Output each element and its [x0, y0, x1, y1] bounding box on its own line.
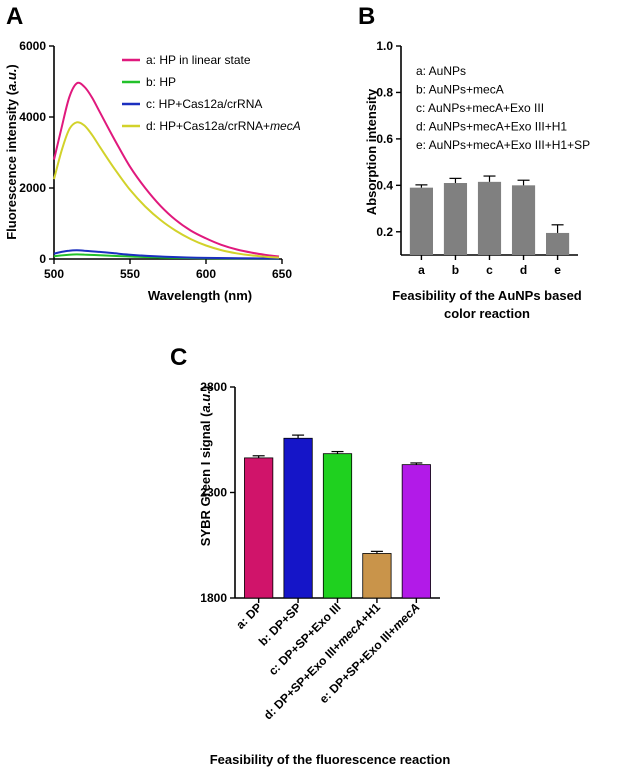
panel-a-x-axis-label: Wavelength (nm)	[148, 288, 252, 303]
panel-c-y-label-main: SYBR Green I signal (	[198, 412, 213, 546]
panel-label-b: B	[358, 3, 375, 30]
panel-a-series-line-c	[53, 249, 280, 260]
panel-c-bar-d	[362, 553, 392, 599]
panel-b-x-axis-label-line1: Feasibility of the AuNPs based	[392, 288, 582, 303]
panel-a-legend-label: c: HP+Cas12a/crRNA	[146, 97, 262, 111]
panel-b-x-tick-label: a	[418, 263, 425, 277]
panel-label-a: A	[6, 3, 23, 30]
panel-c-y-tick-label: 2800	[200, 380, 227, 394]
panel-label-c: C	[170, 344, 187, 371]
panel-a-x-tick-label: 550	[120, 267, 140, 281]
panel-c-bar-c	[322, 453, 353, 599]
panel-b-bar-e	[546, 232, 570, 255]
panel-b-x-tick-label: c	[486, 263, 493, 277]
panel-b-x-tick-label: d	[520, 263, 527, 277]
panel-a-y-tick-label: 6000	[19, 39, 46, 53]
panel-c-y-tick-label: 1800	[200, 591, 227, 605]
panel-c-y-label-close: )	[198, 386, 213, 390]
panel-b-y-tick-label: 0.2	[376, 225, 393, 239]
panel-a-y-tick-label: 0	[39, 252, 46, 266]
panel-b-bar-b	[443, 183, 468, 255]
panel-a-legend-label: d: HP+Cas12a/crRNA+mecA	[146, 119, 301, 133]
panel-b-legend-entry: a: AuNPs	[416, 64, 466, 78]
panel-b-bar-c	[477, 181, 502, 255]
panel-b-x-axis-label-line2: color reaction	[444, 306, 530, 321]
panel-c-x-label-text: a: DP	[233, 600, 265, 632]
panel-c-bar-chart: SYBR Green I signal (a.u.) Feasibility o…	[198, 380, 450, 767]
panel-c-x-tick-label: a: DP	[233, 600, 265, 632]
panel-a-legend-text: b: HP	[146, 75, 176, 89]
panel-a-series-line-a	[53, 81, 280, 258]
panel-a-y-label-unit: a.u.	[4, 69, 19, 91]
panel-b-bar-d	[511, 185, 536, 255]
panel-b-y-axis-label: Absorption intensity	[364, 88, 379, 215]
panel-c-x-label-text: e: DP+SP+Exo III+	[317, 623, 400, 706]
panel-c-bar-b	[283, 437, 313, 599]
panel-a-line-chart: Fluorescence intensity (a.u.) Wavelength…	[4, 39, 301, 303]
panel-a-legend-text: c: HP+Cas12a/crRNA	[146, 97, 262, 111]
panel-b-bar-chart: Absorption intensity Feasibility of the …	[364, 39, 590, 321]
panel-a-y-axis-label: Fluorescence intensity (a.u.)	[4, 64, 19, 240]
panel-c-x-label-italic: mecA	[389, 600, 422, 633]
panel-b-legend-entry: b: AuNPs+mecA	[416, 83, 504, 97]
panel-b-bar-a	[409, 187, 433, 255]
panel-a-legend-text: d: HP+Cas12a/crRNA+	[146, 119, 270, 133]
panel-a-y-tick-label: 4000	[19, 110, 46, 124]
panel-b-legend-entry: e: AuNPs+mecA+Exo III+H1+SP	[416, 138, 590, 152]
panel-b-y-tick-label: 0.4	[376, 178, 393, 192]
panel-a-x-tick-label: 600	[196, 267, 216, 281]
panel-a-y-tick-label: 2000	[19, 181, 46, 195]
panel-b-x-tick-label: e	[554, 263, 561, 277]
panel-b-legend-entry: d: AuNPs+mecA+Exo III+H1	[416, 120, 567, 134]
panel-a-y-label-close: )	[4, 64, 19, 68]
panel-a-y-label-main: Fluorescence intensity (	[4, 90, 19, 239]
panel-a-legend-italic: mecA	[270, 119, 301, 133]
panel-a-series-line-d	[53, 121, 280, 259]
panel-c-bar-e	[401, 464, 431, 599]
panel-c-y-tick-label: 2300	[200, 486, 227, 500]
panel-b-x-tick-label: b	[452, 263, 459, 277]
panel-a-legend-text: a: HP in linear state	[146, 53, 251, 67]
panel-c-x-axis-label: Feasibility of the fluorescence reaction	[210, 752, 451, 767]
panel-a-legend-label: b: HP	[146, 75, 176, 89]
panel-a-x-tick-label: 500	[44, 267, 64, 281]
panel-c-y-label-unit: a.u.	[198, 390, 213, 412]
panel-c-bar-a	[244, 457, 274, 599]
panel-c-y-axis-label: SYBR Green I signal (a.u.)	[198, 386, 213, 546]
panel-a-legend-label: a: HP in linear state	[146, 53, 251, 67]
panel-c-x-tick-label: c: DP+SP+Exo III	[266, 600, 344, 678]
panel-c-x-label-text: c: DP+SP+Exo III	[266, 600, 344, 678]
panel-b-y-tick-label: 1.0	[376, 39, 393, 53]
panel-b-legend-entry: c: AuNPs+mecA+Exo III	[416, 101, 544, 115]
panel-b-y-tick-label: 0.6	[376, 132, 393, 146]
panel-a-x-tick-label: 650	[272, 267, 292, 281]
panel-b-y-tick-label: 0.8	[376, 85, 393, 99]
